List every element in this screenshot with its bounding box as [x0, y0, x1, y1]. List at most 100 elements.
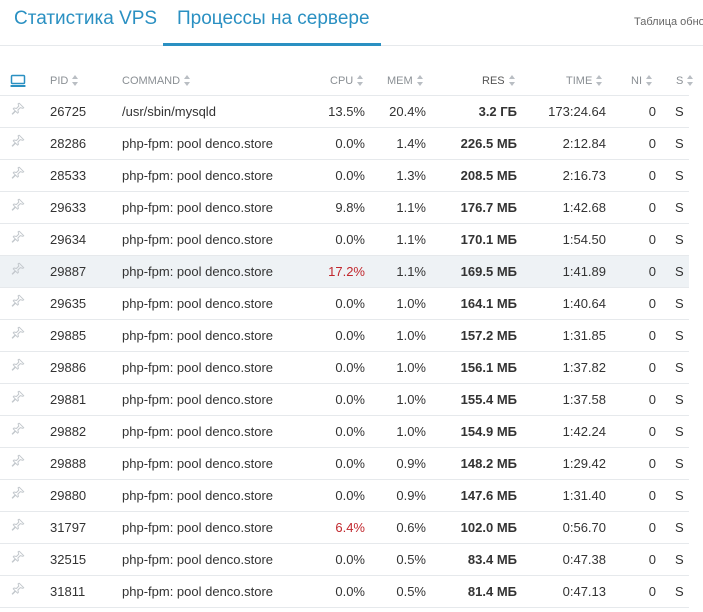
cell-pid: 29880 [50, 488, 87, 503]
cell-cpu: 6.4% [335, 520, 365, 535]
cell-pid: 28533 [50, 168, 87, 183]
cell-ni: 0 [648, 392, 656, 407]
cell-s: S [675, 168, 684, 183]
pin-icon[interactable] [11, 582, 25, 599]
column-label-mem: MEM [387, 75, 413, 87]
cell-cpu: 0.0% [335, 136, 365, 151]
pin-icon[interactable] [11, 390, 25, 407]
cell-res: 147.6 МБ [460, 488, 517, 503]
column-header-s[interactable]: S [676, 74, 694, 87]
cell-ni: 0 [648, 168, 656, 183]
cell-command: php-fpm: pool denco.store [122, 424, 274, 439]
cell-cpu: 0.0% [335, 296, 365, 311]
table-row: 31797 php-fpm: pool denco.store 6.4% 0.6% 10… [0, 512, 689, 544]
pin-icon[interactable] [11, 454, 25, 471]
pin-icon[interactable] [11, 550, 25, 567]
cell-cpu: 0.0% [335, 360, 365, 375]
cell-command: php-fpm: pool denco.store [122, 488, 274, 503]
cell-ni: 0 [648, 328, 656, 343]
cell-s: S [675, 488, 684, 503]
cell-ni: 0 [648, 456, 656, 471]
cell-command: php-fpm: pool denco.store [122, 168, 274, 183]
cell-ni: 0 [648, 424, 656, 439]
sort-icon [646, 74, 653, 86]
cell-cpu: 0.0% [335, 424, 365, 439]
pin-icon[interactable] [11, 166, 25, 183]
pin-icon[interactable] [11, 134, 25, 151]
tab-vps-stats[interactable]: Статистика VPS [14, 8, 158, 29]
table-row: 28533 php-fpm: pool denco.store 0.0% 1.3% 20… [0, 160, 689, 192]
cell-command: php-fpm: pool denco.store [122, 392, 274, 407]
column-header-pid[interactable]: PID [50, 74, 79, 87]
cell-ni: 0 [648, 232, 656, 247]
pin-icon[interactable] [11, 358, 25, 375]
cell-res: 169.5 МБ [460, 264, 517, 279]
table-row: 32515 php-fpm: pool denco.store 0.0% 0.5% 83… [0, 544, 689, 576]
cell-command: php-fpm: pool denco.store [122, 552, 274, 567]
pin-icon[interactable] [11, 230, 25, 247]
cell-res: 81.4 МБ [467, 584, 517, 599]
cell-s: S [675, 520, 684, 535]
sort-icon [72, 74, 79, 86]
column-header-res[interactable]: RES [482, 74, 516, 87]
table-row: 29888 php-fpm: pool denco.store 0.0% 0.9% 14… [0, 448, 689, 480]
cell-ni: 0 [648, 104, 656, 119]
pin-icon[interactable] [11, 326, 25, 343]
sort-icon [687, 74, 694, 86]
monitor-icon[interactable] [10, 74, 26, 93]
cell-cpu: 9.8% [335, 200, 365, 215]
pin-icon[interactable] [11, 294, 25, 311]
cell-command: php-fpm: pool denco.store [122, 360, 274, 375]
cell-mem: 1.0% [396, 328, 426, 343]
pin-icon[interactable] [11, 518, 25, 535]
cell-time: 1:41.89 [562, 264, 606, 279]
cell-mem: 1.4% [396, 136, 426, 151]
pin-icon[interactable] [11, 262, 25, 279]
cell-mem: 1.0% [396, 392, 426, 407]
cell-res: 102.0 МБ [460, 520, 517, 535]
cell-command: php-fpm: pool denco.store [122, 200, 274, 215]
cell-ni: 0 [648, 296, 656, 311]
cell-time: 1:29.42 [562, 456, 606, 471]
cell-mem: 0.5% [396, 584, 426, 599]
cell-mem: 1.1% [396, 200, 426, 215]
cell-command: php-fpm: pool denco.store [122, 328, 274, 343]
cell-cpu: 0.0% [335, 456, 365, 471]
column-header-mem[interactable]: MEM [387, 74, 424, 87]
cell-pid: 31797 [50, 520, 87, 535]
cell-command: php-fpm: pool denco.store [122, 136, 274, 151]
pin-icon[interactable] [11, 486, 25, 503]
cell-mem: 1.0% [396, 296, 426, 311]
pin-icon[interactable] [11, 422, 25, 439]
cell-mem: 1.3% [396, 168, 426, 183]
table-row: 29882 php-fpm: pool denco.store 0.0% 1.0% 15… [0, 416, 689, 448]
cell-pid: 29887 [50, 264, 87, 279]
cell-pid: 31811 [50, 584, 86, 599]
column-header-command[interactable]: COMMAND [122, 74, 191, 87]
pin-icon[interactable] [11, 102, 25, 119]
table-header: PID COMMAND CPU MEM RES TIME NI S [0, 66, 694, 96]
cell-command: php-fpm: pool denco.store [122, 584, 274, 599]
column-header-time[interactable]: TIME [566, 74, 603, 87]
column-header-cpu[interactable]: CPU [330, 74, 364, 87]
column-label-s: S [676, 75, 684, 87]
cell-mem: 1.1% [396, 232, 426, 247]
cell-cpu: 13.5% [328, 104, 365, 119]
table-row: 29885 php-fpm: pool denco.store 0.0% 1.0% 15… [0, 320, 689, 352]
cell-ni: 0 [648, 264, 656, 279]
cell-s: S [675, 424, 684, 439]
column-header-ni[interactable]: NI [631, 74, 653, 87]
cell-s: S [675, 328, 684, 343]
cell-ni: 0 [648, 360, 656, 375]
cell-s: S [675, 264, 684, 279]
table-row: 29634 php-fpm: pool denco.store 0.0% 1.1% 17… [0, 224, 689, 256]
cell-pid: 29634 [50, 232, 87, 247]
tab-server-processes[interactable]: Процессы на сервере [177, 8, 370, 29]
pin-icon[interactable] [11, 198, 25, 215]
cell-command: /usr/sbin/mysqld [122, 104, 216, 119]
column-label-cpu: CPU [330, 75, 354, 87]
cell-s: S [675, 360, 684, 375]
table-row: 28286 php-fpm: pool denco.store 0.0% 1.4% 22… [0, 128, 689, 160]
cell-time: 0:47.38 [562, 552, 606, 567]
